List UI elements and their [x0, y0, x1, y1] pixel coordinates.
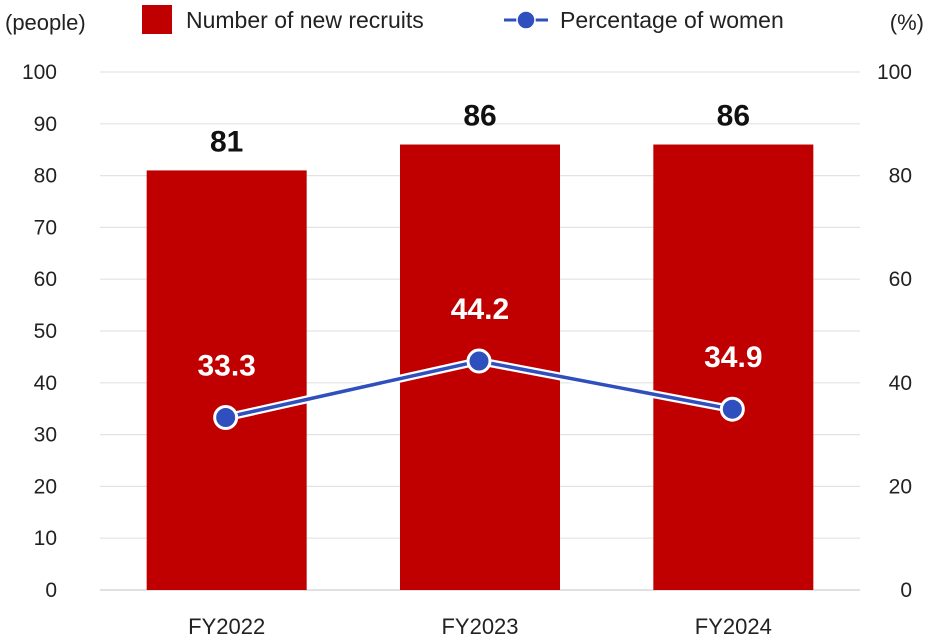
left-tick-label: 20 — [34, 475, 57, 498]
bar-value-label: 81 — [210, 125, 243, 158]
right-axis: 0 20 40 60 80 100 — [877, 61, 912, 602]
bar-value-label: 86 — [717, 100, 750, 133]
left-tick-label: 70 — [34, 216, 57, 239]
right-tick-label: 60 — [889, 268, 912, 291]
category-label: FY2022 — [188, 614, 265, 639]
line-value-label: 33.3 — [197, 350, 255, 383]
line-series — [213, 348, 745, 431]
right-tick-label: 0 — [900, 579, 912, 602]
right-tick-label: 20 — [889, 475, 912, 498]
left-tick-label: 0 — [45, 579, 57, 602]
left-axis: 0 10 20 30 40 50 60 70 80 90 100 — [22, 61, 57, 602]
line-value-label: 44.2 — [451, 293, 509, 326]
right-axis-unit: (%) — [890, 10, 924, 35]
line-value-label: 34.9 — [704, 341, 762, 374]
line-point — [719, 396, 745, 422]
left-tick-label: 10 — [34, 527, 57, 550]
right-tick-label: 40 — [889, 372, 912, 395]
left-tick-label: 50 — [34, 320, 57, 343]
legend-marker-icon — [516, 10, 536, 30]
category-labels: FY2022 FY2023 FY2024 — [188, 614, 772, 639]
bar-series — [146, 144, 814, 591]
legend-bar-swatch — [142, 5, 172, 34]
legend-bar-label: Number of new recruits — [186, 7, 424, 33]
left-tick-label: 80 — [34, 165, 57, 188]
bar — [653, 144, 814, 590]
left-tick-label: 100 — [22, 61, 57, 84]
legend-line-label: Percentage of women — [560, 7, 784, 33]
bar — [146, 170, 307, 591]
legend: Number of new recruits Percentage of wom… — [142, 5, 784, 34]
line-point — [466, 348, 492, 374]
right-tick-label: 100 — [877, 61, 912, 84]
left-tick-label: 40 — [34, 372, 57, 395]
right-tick-label: 80 — [889, 165, 912, 188]
bar-value-labels: 81 86 86 — [210, 100, 750, 159]
category-label: FY2024 — [695, 614, 772, 639]
category-label: FY2023 — [441, 614, 518, 639]
left-tick-label: 30 — [34, 424, 57, 447]
bar-value-label: 86 — [463, 100, 496, 133]
left-tick-label: 60 — [34, 268, 57, 291]
line-value-labels: 33.3 44.2 34.9 — [197, 293, 762, 382]
left-tick-label: 90 — [34, 113, 57, 136]
line-point — [213, 405, 239, 431]
left-axis-unit: (people) — [5, 10, 86, 35]
